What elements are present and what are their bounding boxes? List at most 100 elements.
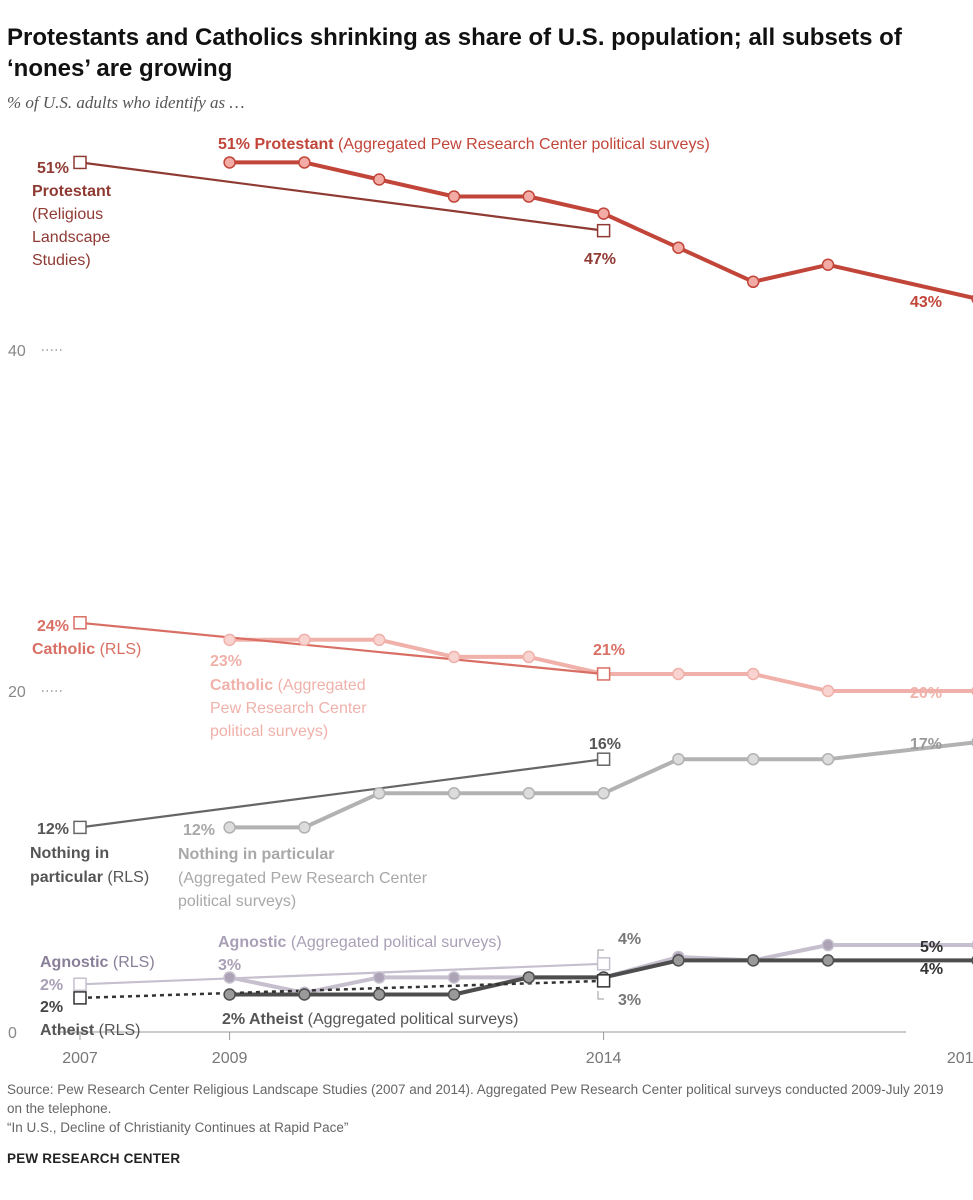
chart-subtitle: % of U.S. adults who identify as … [7, 93, 245, 112]
data-point-circle [223, 988, 236, 1001]
data-point-circle [672, 667, 685, 681]
data-point-circle [447, 787, 461, 800]
data-point-circle [672, 752, 685, 766]
y-tick-label: 20 [8, 684, 26, 701]
data-point-circle [746, 954, 760, 967]
chart-title: Protestants and Catholics shrinking as s… [7, 24, 902, 82]
label-agn-pol-end: 5% [920, 939, 943, 956]
data-point-square [73, 991, 87, 1005]
label-agn-pol-value: 3% [218, 957, 241, 974]
label-cath-rls-end: 21% [593, 642, 625, 659]
x-tick-label: 2018/’19 [947, 1050, 973, 1067]
data-point-circle [821, 938, 835, 952]
series-line-nip-rls [79, 758, 604, 829]
data-point-circle [223, 156, 236, 169]
label-agn-rls-value: 2% [40, 977, 63, 994]
callout-bracket [597, 949, 604, 957]
data-point-square [596, 957, 611, 971]
data-point-circle [447, 190, 461, 203]
series-labels: 51% Protestant (Religious Landscape Studies)… [30, 136, 943, 1039]
data-point-square [73, 155, 87, 170]
source-note: Source: Pew Research Center Religious La… [7, 1080, 962, 1137]
data-point-circle [597, 787, 610, 800]
series-line-prot-rls [79, 161, 604, 232]
label-cath-pol-name: Catholic (Aggregated [210, 677, 366, 694]
label-agn-rls-name: Agnostic (RLS) [40, 954, 155, 971]
label-nip-pol-name: Nothing in particular [178, 846, 334, 863]
label-prot-pol: 51% Protestant (Aggregated Pew Research … [218, 136, 710, 153]
data-point-circle [372, 633, 386, 647]
callout-bracket [597, 991, 604, 1000]
label-agn-pol-name: Agnostic (Aggregated political surveys) [218, 934, 502, 951]
label-nip-rls-name: particular (RLS) [30, 869, 149, 886]
data-point-circle [298, 156, 311, 169]
label-ath-rls-value: 2% [40, 999, 63, 1016]
data-point-circle [821, 258, 835, 271]
label-nip-rls-value: 12% [37, 821, 69, 838]
data-point-circle [223, 821, 236, 834]
data-point-circle [522, 650, 536, 664]
label-ath-pol-end: 4% [920, 961, 943, 978]
y-tick-label: 0 [8, 1025, 17, 1042]
data-point-circle [372, 173, 386, 186]
label-cath-rls-name: Catholic (RLS) [32, 641, 141, 658]
label-nip-pol-note: (Aggregated Pew Research Center [178, 870, 428, 887]
data-point-circle [522, 190, 536, 203]
series-line-cath-rls [79, 621, 604, 676]
label-ath-rls-name: Atheist (RLS) [40, 1022, 140, 1039]
data-point-circle [746, 667, 760, 681]
data-point-square [596, 752, 611, 766]
label-ath-rls-end: 3% [618, 992, 641, 1009]
label-prot-rls-end: 47% [584, 251, 616, 268]
data-point-circle [372, 988, 386, 1001]
label-nip-pol-end: 17% [910, 736, 942, 753]
label-cath-pol-end: 20% [910, 685, 942, 702]
data-point-square [596, 974, 611, 988]
label-cath-pol-value: 23% [210, 653, 242, 670]
source-citation: “In U.S., Decline of Christianity Contin… [7, 1120, 349, 1135]
data-point-circle [746, 752, 760, 766]
data-point-circle [447, 988, 461, 1001]
series-line-ath-pol [229, 958, 973, 997]
data-point-circle [223, 633, 236, 647]
data-point-circle [298, 821, 311, 834]
data-point-circle [223, 971, 236, 984]
data-point-circle [672, 241, 685, 254]
data-point-square [596, 667, 611, 681]
label-prot-rls-note: (Religious [32, 206, 103, 223]
x-tick-label: 2007 [62, 1050, 98, 1067]
data-point-square [596, 223, 611, 238]
data-point-square [73, 977, 87, 992]
data-point-circle [447, 650, 461, 664]
label-nip-rls-end: 16% [589, 736, 621, 753]
label-prot-rls-note: Landscape [32, 229, 110, 246]
label-agn-rls-end: 4% [618, 931, 641, 948]
series-line-cath-pol [229, 637, 973, 693]
series-lines [79, 160, 973, 1000]
data-point-circle [372, 787, 386, 800]
data-point-circle [597, 207, 610, 220]
label-nip-rls-name: Nothing in [30, 845, 109, 862]
label-nip-pol-value: 12% [183, 822, 215, 839]
label-prot-rls-name: Protestant [32, 183, 112, 200]
label-cath-rls-value: 24% [37, 618, 69, 635]
x-tick-label: 2014 [586, 1050, 622, 1067]
line-chart: 2007 2009 2014 2018/’19 0 20 40 51% Protestant (… [8, 136, 973, 1067]
series-line-agn-rls [79, 962, 604, 986]
data-point-circle [372, 971, 386, 984]
label-ath-pol-name: 2% Atheist (Aggregated political surveys… [222, 1011, 518, 1028]
label-prot-pol-end: 43% [910, 294, 942, 311]
data-point-circle [522, 787, 536, 800]
label-prot-rls-note: Studies) [32, 252, 91, 269]
data-point-square [73, 820, 87, 835]
data-point-circle [447, 971, 461, 984]
y-tick-label: 40 [8, 343, 26, 360]
data-point-circle [672, 954, 685, 967]
label-nip-pol-note: political surveys) [178, 893, 296, 910]
axes: 2007 2009 2014 2018/’19 0 20 40 [8, 343, 973, 1067]
data-point-circle [821, 752, 835, 766]
data-point-circle [746, 275, 760, 289]
data-point-circle [298, 988, 311, 1001]
data-point-circle [522, 971, 536, 984]
source-line: Source: Pew Research Center Religious La… [7, 1082, 944, 1116]
